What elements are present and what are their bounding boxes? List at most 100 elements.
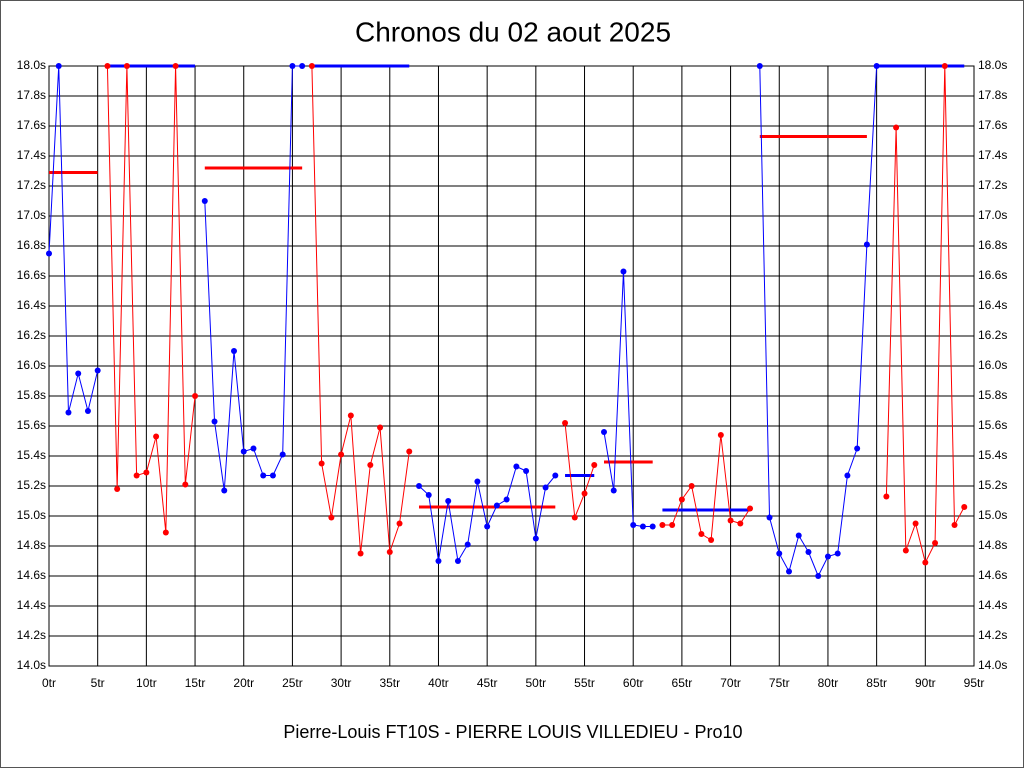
data-point: [493, 502, 500, 509]
y-tick-label: 17.8s: [17, 88, 46, 102]
data-point: [951, 522, 958, 528]
data-point: [84, 408, 91, 414]
data-point: [347, 412, 354, 419]
data-point: [698, 531, 705, 537]
y-tick-label-right: 15.2s: [978, 478, 1007, 492]
x-tick-label: 70tr: [720, 676, 741, 690]
data-point: [299, 63, 306, 69]
x-tick-label: 10tr: [136, 676, 157, 690]
data-point: [571, 514, 578, 521]
x-tick-label: 85tr: [866, 676, 887, 690]
data-point: [143, 469, 150, 476]
data-point: [532, 535, 539, 542]
x-tick-label: 80tr: [818, 676, 839, 690]
x-axis-title: Pierre-Louis FT10S - PIERRE LOUIS VILLED…: [283, 722, 742, 742]
data-point: [182, 481, 189, 488]
data-point: [464, 541, 471, 548]
data-point: [542, 484, 549, 491]
chart-title: Chronos du 02 aout 2025: [355, 16, 671, 47]
x-tick-label: 20tr: [233, 676, 254, 690]
data-point: [162, 529, 169, 536]
data-point: [221, 487, 228, 494]
data-point: [201, 198, 208, 204]
y-tick-label-right: 14.2s: [978, 628, 1007, 642]
data-point: [338, 451, 345, 458]
x-tick-label: 55tr: [574, 676, 595, 690]
y-tick-label: 14.8s: [17, 538, 46, 552]
data-point: [503, 496, 510, 503]
data-point: [834, 550, 841, 557]
y-tick-label-right: 15.0s: [978, 508, 1007, 522]
plot-border: [48, 65, 975, 667]
data-point: [844, 472, 851, 479]
data-point: [104, 63, 111, 69]
x-tick-label: 15tr: [185, 676, 206, 690]
y-tick-label-right: 14.8s: [978, 538, 1007, 552]
y-tick-label-right: 15.4s: [978, 448, 1007, 462]
data-point: [153, 433, 160, 440]
y-tick-label-right: 14.6s: [978, 568, 1007, 582]
y-tick-label: 17.6s: [17, 118, 46, 132]
data-point: [425, 492, 432, 498]
data-point: [824, 553, 831, 560]
x-tick-label: 25tr: [282, 676, 303, 690]
y-tick-label: 14.4s: [17, 598, 46, 612]
y-tick-label-right: 16.2s: [978, 328, 1007, 342]
data-point: [75, 370, 82, 377]
data-point: [114, 486, 121, 492]
data-point: [211, 418, 218, 425]
data-point: [416, 483, 422, 489]
y-tick-label: 17.0s: [17, 208, 46, 222]
data-point: [601, 429, 607, 435]
data-point: [581, 490, 588, 497]
data-point: [308, 63, 315, 69]
data-point: [883, 493, 890, 500]
data-point: [250, 445, 257, 452]
y-tick-label-right: 16.0s: [978, 358, 1007, 372]
y-tick-label-right: 16.6s: [978, 268, 1007, 282]
data-point: [231, 348, 237, 354]
y-tick-label-right: 18.0s: [978, 58, 1007, 72]
y-tick-label: 15.2s: [17, 478, 46, 492]
data-point: [639, 523, 646, 530]
data-point: [932, 540, 939, 546]
y-tick-label: 16.8s: [17, 238, 46, 252]
data-point: [523, 468, 530, 474]
x-tick-label: 40tr: [428, 676, 449, 690]
y-tick-label-right: 16.8s: [978, 238, 1007, 252]
y-tick-label: 15.6s: [17, 418, 46, 432]
data-point: [396, 520, 403, 527]
y-tick-label: 15.4s: [17, 448, 46, 462]
data-point: [279, 451, 286, 458]
data-point: [922, 559, 929, 566]
x-tick-label: 65tr: [672, 676, 693, 690]
x-tick-label: 75tr: [769, 676, 790, 690]
data-point: [961, 504, 968, 510]
data-point: [513, 463, 520, 470]
data-point: [357, 550, 364, 557]
data-point: [65, 409, 72, 416]
data-point: [620, 268, 627, 275]
data-point: [717, 432, 724, 438]
data-point: [289, 63, 296, 69]
data-point: [630, 522, 637, 528]
data-point: [756, 63, 763, 69]
y-tick-label: 18.0s: [17, 58, 46, 72]
y-tick-label: 16.6s: [17, 268, 46, 282]
x-tick-label: 90tr: [915, 676, 936, 690]
data-point: [727, 517, 734, 524]
data-point: [815, 573, 822, 579]
data-point: [474, 478, 481, 485]
y-tick-label: 15.0s: [17, 508, 46, 522]
data-point: [562, 420, 569, 426]
y-tick-label-right: 16.4s: [978, 298, 1007, 312]
data-point: [240, 448, 247, 455]
x-tick-label: 5tr: [91, 676, 105, 690]
data-point: [386, 549, 393, 555]
data-point: [435, 558, 442, 564]
data-point: [94, 367, 101, 374]
data-point: [854, 445, 861, 452]
data-point: [552, 472, 559, 479]
data-point: [454, 558, 461, 564]
data-point: [659, 522, 666, 528]
